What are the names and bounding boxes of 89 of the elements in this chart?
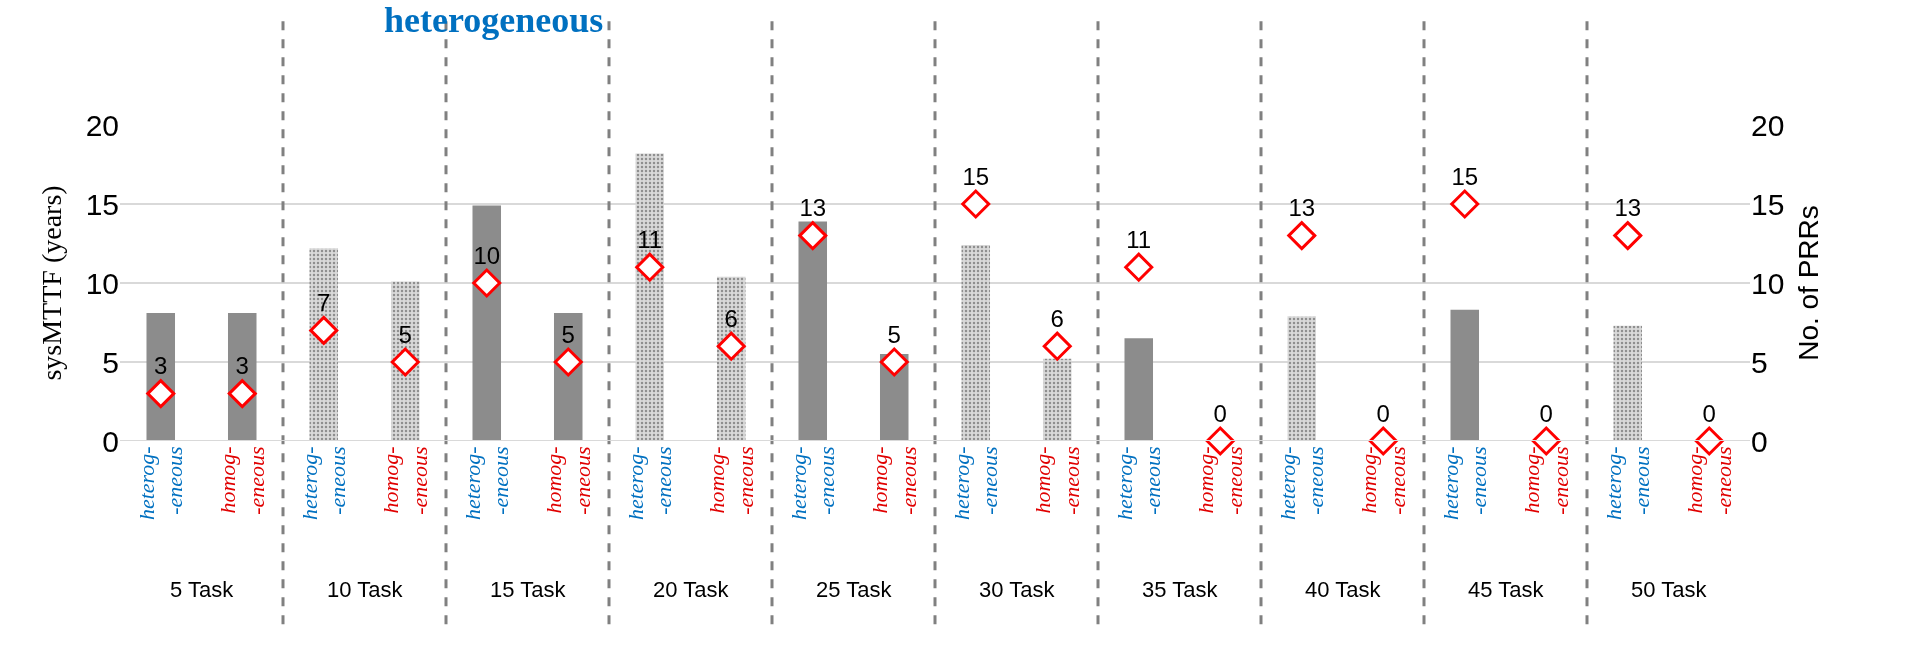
- data-label: 6: [1050, 304, 1064, 332]
- point: [635, 252, 665, 282]
- text: 50 Task: [1631, 577, 1708, 602]
- y2-tick-label: 5: [1751, 345, 1768, 379]
- y-tick-label: 20: [85, 108, 119, 142]
- x-tick-label: homog- -eneous: [215, 446, 269, 515]
- x-tick-label: heterog- -eneous: [1600, 446, 1655, 521]
- chart-title: heterogeneous: [384, 0, 604, 40]
- y-tick-label: 5: [102, 345, 119, 379]
- x-tick-label: heterog- -eneous: [296, 446, 351, 521]
- point: [390, 347, 420, 377]
- y-tick-label: 15: [85, 187, 119, 221]
- data-label: 5: [887, 320, 901, 348]
- data-label: 0: [1213, 399, 1227, 427]
- data-label: 13: [799, 194, 827, 222]
- text: 5 Task: [170, 577, 235, 602]
- x-tick-label: heterog- -eneous: [948, 446, 1003, 521]
- x-tick-label: heterog- -eneous: [785, 446, 840, 521]
- point: [146, 379, 176, 409]
- x-tick-label: heterog- -eneous: [622, 446, 677, 521]
- data-label: 3: [154, 352, 168, 380]
- point: [553, 347, 583, 377]
- data-label: 11: [637, 225, 663, 253]
- point: [1613, 221, 1643, 251]
- x-tick-label: heterog- -eneous: [459, 446, 514, 521]
- point: [798, 221, 828, 251]
- y2-tick-label: 20: [1751, 108, 1785, 142]
- y2-tick-label: 15: [1751, 187, 1785, 221]
- data-label: 5: [398, 320, 412, 348]
- y-tick-label: 10: [85, 266, 119, 300]
- data-label: 11: [1126, 225, 1152, 253]
- point: [1124, 252, 1154, 282]
- text: 45 Task: [1468, 577, 1545, 602]
- text: 35 Task: [1142, 577, 1219, 602]
- bar: [309, 248, 339, 441]
- y2-tick-label: 0: [1751, 424, 1768, 458]
- data-label: 15: [1451, 162, 1479, 190]
- data-label: 13: [1288, 194, 1316, 222]
- data-label: 0: [1702, 399, 1716, 427]
- x-tick-label: homog- -eneous: [704, 446, 758, 515]
- x-tick-label: homog- -eneous: [1356, 446, 1410, 515]
- x-tick-label: heterog- -eneous: [1111, 446, 1166, 521]
- data-label: 3: [235, 352, 249, 380]
- point: [1287, 221, 1317, 251]
- data-label: 0: [1539, 399, 1553, 427]
- bar: [1450, 309, 1480, 441]
- bar: [961, 245, 991, 441]
- point: [472, 268, 502, 298]
- x-tick-label: heterog- -eneous: [133, 446, 188, 521]
- data-label: 7: [317, 288, 331, 316]
- data-label: 6: [724, 304, 738, 332]
- text: 40 Task: [1305, 577, 1382, 602]
- y2-axis-title: No. of PRRs: [1793, 205, 1825, 361]
- y2-tick-label: 10: [1751, 266, 1785, 300]
- y-axis-title: sysMTTF (years): [36, 185, 68, 381]
- x-tick-label: homog- -eneous: [867, 446, 921, 515]
- x-tick-label: homog- -eneous: [541, 446, 595, 515]
- text: 25 Task: [816, 577, 893, 602]
- x-tick-label: homog- -eneous: [378, 446, 432, 515]
- data-label: 13: [1614, 194, 1642, 222]
- data-label: 10: [473, 241, 501, 269]
- bar: [1124, 338, 1154, 441]
- y-tick-label: 0: [102, 424, 119, 458]
- x-tick-label: homog- -eneous: [1682, 446, 1736, 515]
- point: [1042, 331, 1072, 361]
- text: 15 Task: [490, 577, 567, 602]
- data-label: 0: [1376, 399, 1390, 427]
- x-tick-label: homog- -eneous: [1519, 446, 1573, 515]
- bar: [1287, 316, 1317, 441]
- point: [879, 347, 909, 377]
- data-label: 5: [561, 320, 575, 348]
- point: [961, 189, 991, 219]
- x-tick-label: homog- -eneous: [1193, 446, 1247, 515]
- bar: [472, 205, 502, 441]
- bar: [798, 221, 828, 441]
- data-label: 15: [962, 162, 990, 190]
- point: [227, 379, 257, 409]
- text: 30 Task: [979, 577, 1056, 602]
- point: [309, 315, 339, 345]
- point: [1450, 189, 1480, 219]
- bar: [1042, 358, 1072, 441]
- text: 20 Task: [653, 577, 730, 602]
- bar: [1613, 325, 1643, 441]
- x-tick-label: homog- -eneous: [1030, 446, 1084, 515]
- point: [716, 331, 746, 361]
- bar: [635, 153, 665, 441]
- x-tick-label: heterog- -eneous: [1274, 446, 1329, 521]
- x-tick-label: heterog- -eneous: [1437, 446, 1492, 521]
- text: 10 Task: [327, 577, 404, 602]
